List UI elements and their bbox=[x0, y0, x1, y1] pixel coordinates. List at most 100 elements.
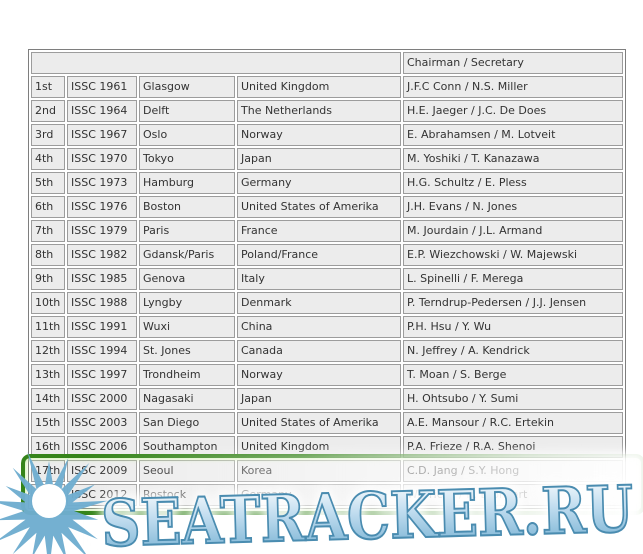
cell-chairman-secretary: M. Yoshiki / T. Kanazawa bbox=[403, 148, 623, 170]
cell-chairman-secretary: N. Jeffrey / A. Kendrick bbox=[403, 340, 623, 362]
cell-city: St. Jones bbox=[139, 340, 235, 362]
table-row: 11th ISSC 1991 Wuxi China P.H. Hsu / Y. … bbox=[31, 316, 623, 338]
table-row: 4th ISSC 1970 Tokyo Japan M. Yoshiki / T… bbox=[31, 148, 623, 170]
cell-city: Rostock bbox=[139, 484, 235, 506]
cell-ordinal: 4th bbox=[31, 148, 65, 170]
cell-chairman-secretary: L. Spinelli / F. Merega bbox=[403, 268, 623, 290]
cell-ordinal: 9th bbox=[31, 268, 65, 290]
table-row: 6th ISSC 1976 Boston United States of Am… bbox=[31, 196, 623, 218]
cell-country: Denmark bbox=[237, 292, 401, 314]
cell-ordinal: 8th bbox=[31, 244, 65, 266]
header-empty-cell bbox=[31, 52, 401, 74]
cell-congress: ISSC 1991 bbox=[67, 316, 137, 338]
table-row: 8th ISSC 1982 Gdansk/Paris Poland/France… bbox=[31, 244, 623, 266]
table-row: 13th ISSC 1997 Trondheim Norway T. Moan … bbox=[31, 364, 623, 386]
table-row: 1st ISSC 1961 Glasgow United Kingdom J.F… bbox=[31, 76, 623, 98]
cell-city: Oslo bbox=[139, 124, 235, 146]
cell-country: Norway bbox=[237, 124, 401, 146]
cell-city: Boston bbox=[139, 196, 235, 218]
table-row: 14th ISSC 2000 Nagasaki Japan H. Ohtsubo… bbox=[31, 388, 623, 410]
cell-congress: ISSC 1976 bbox=[67, 196, 137, 218]
cell-chairman-secretary: P.A. Frieze / R.A. Shenoi bbox=[403, 436, 623, 458]
cell-ordinal: 5th bbox=[31, 172, 65, 194]
cell-country: Canada bbox=[237, 340, 401, 362]
cell-congress: ISSC 2000 bbox=[67, 388, 137, 410]
cell-chairman-secretary: P.H. Hsu / Y. Wu bbox=[403, 316, 623, 338]
cell-city: Paris bbox=[139, 220, 235, 242]
table-row: 10th ISSC 1988 Lyngby Denmark P. Terndru… bbox=[31, 292, 623, 314]
cell-country: United Kingdom bbox=[237, 436, 401, 458]
cell-country: Italy bbox=[237, 268, 401, 290]
table-row: 16th ISSC 2006 Southampton United Kingdo… bbox=[31, 436, 623, 458]
table-row: 7th ISSC 1979 Paris France M. Jourdain /… bbox=[31, 220, 623, 242]
cell-chairman-secretary: P. Terndrup-Pedersen / J.J. Jensen bbox=[403, 292, 623, 314]
cell-congress: ISSC 2003 bbox=[67, 412, 137, 434]
cell-congress: ISSC 1973 bbox=[67, 172, 137, 194]
cell-ordinal: 16th bbox=[31, 436, 65, 458]
cell-chairman-secretary: H.E. Jaeger / J.C. De Does bbox=[403, 100, 623, 122]
cell-chairman-secretary: M. Jourdain / J.L. Armand bbox=[403, 220, 623, 242]
cell-chairman-secretary: H. Ohtsubo / Y. Sumi bbox=[403, 388, 623, 410]
cell-ordinal: 15th bbox=[31, 412, 65, 434]
cell-ordinal: 14th bbox=[31, 388, 65, 410]
table-header-row: Chairman / Secretary bbox=[31, 52, 623, 74]
cell-congress: ISSC 2012 bbox=[67, 484, 137, 506]
cell-congress: ISSC 1982 bbox=[67, 244, 137, 266]
cell-city: Nagasaki bbox=[139, 388, 235, 410]
cell-city: Delft bbox=[139, 100, 235, 122]
cell-country: Poland/France bbox=[237, 244, 401, 266]
cell-country: Germany bbox=[237, 172, 401, 194]
cell-city: Southampton bbox=[139, 436, 235, 458]
cell-congress: ISSC 1964 bbox=[67, 100, 137, 122]
cell-chairman-secretary: E. Abrahamsen / M. Lotveit bbox=[403, 124, 623, 146]
table-row: 17th ISSC 2009 Seoul Korea C.D. Jang / S… bbox=[31, 460, 623, 482]
cell-country: Japan bbox=[237, 388, 401, 410]
cell-congress: ISSC 1985 bbox=[67, 268, 137, 290]
header-chairman-secretary: Chairman / Secretary bbox=[403, 52, 623, 74]
cell-congress: ISSC 1994 bbox=[67, 340, 137, 362]
cell-congress: ISSC 2006 bbox=[67, 436, 137, 458]
cell-city: Tokyo bbox=[139, 148, 235, 170]
cell-ordinal: 6th bbox=[31, 196, 65, 218]
cell-country: Norway bbox=[237, 364, 401, 386]
cell-congress: ISSC 1979 bbox=[67, 220, 137, 242]
cell-country: Korea bbox=[237, 460, 401, 482]
cell-city: Lyngby bbox=[139, 292, 235, 314]
cell-country: Japan bbox=[237, 148, 401, 170]
cell-chairman-secretary: T. Moan / S. Berge bbox=[403, 364, 623, 386]
cell-country: The Netherlands bbox=[237, 100, 401, 122]
cell-chairman-secretary: H.G. Schultz / E. Pless bbox=[403, 172, 623, 194]
cell-ordinal: 18th bbox=[31, 484, 65, 506]
cell-congress: ISSC 1997 bbox=[67, 364, 137, 386]
cell-chairman-secretary: C.D. Jang / S.Y. Hong bbox=[403, 460, 623, 482]
issc-congress-table: Chairman / Secretary 1st ISSC 1961 Glasg… bbox=[28, 49, 626, 509]
cell-city: Hamburg bbox=[139, 172, 235, 194]
cell-congress: ISSC 1970 bbox=[67, 148, 137, 170]
table-row: 5th ISSC 1973 Hamburg Germany H.G. Schul… bbox=[31, 172, 623, 194]
cell-congress: ISSC 2009 bbox=[67, 460, 137, 482]
cell-ordinal: 11th bbox=[31, 316, 65, 338]
cell-country: China bbox=[237, 316, 401, 338]
cell-country: France bbox=[237, 220, 401, 242]
cell-city: Seoul bbox=[139, 460, 235, 482]
cell-ordinal: 7th bbox=[31, 220, 65, 242]
cell-city: Genova bbox=[139, 268, 235, 290]
cell-city: Trondheim bbox=[139, 364, 235, 386]
table-row: 2nd ISSC 1964 Delft The Netherlands H.E.… bbox=[31, 100, 623, 122]
cell-city: Gdansk/Paris bbox=[139, 244, 235, 266]
cell-chairman-secretary: J.F.C Conn / N.S. Miller bbox=[403, 76, 623, 98]
cell-city: Glasgow bbox=[139, 76, 235, 98]
table-row: 3rd ISSC 1967 Oslo Norway E. Abrahamsen … bbox=[31, 124, 623, 146]
cell-ordinal: 10th bbox=[31, 292, 65, 314]
cell-chairman-secretary: E.P. Wiezchowski / W. Majewski bbox=[403, 244, 623, 266]
cell-chairman-secretary: A.E. Mansour / R.C. Ertekin bbox=[403, 412, 623, 434]
cell-congress: ISSC 1967 bbox=[67, 124, 137, 146]
cell-ordinal: 1st bbox=[31, 76, 65, 98]
cell-congress: ISSC 1961 bbox=[67, 76, 137, 98]
cell-country: United States of Amerika bbox=[237, 196, 401, 218]
cell-chairman-secretary: W. Fricke / R. Bronsart bbox=[403, 484, 623, 506]
table-row: 12th ISSC 1994 St. Jones Canada N. Jeffr… bbox=[31, 340, 623, 362]
cell-city: Wuxi bbox=[139, 316, 235, 338]
cell-congress: ISSC 1988 bbox=[67, 292, 137, 314]
